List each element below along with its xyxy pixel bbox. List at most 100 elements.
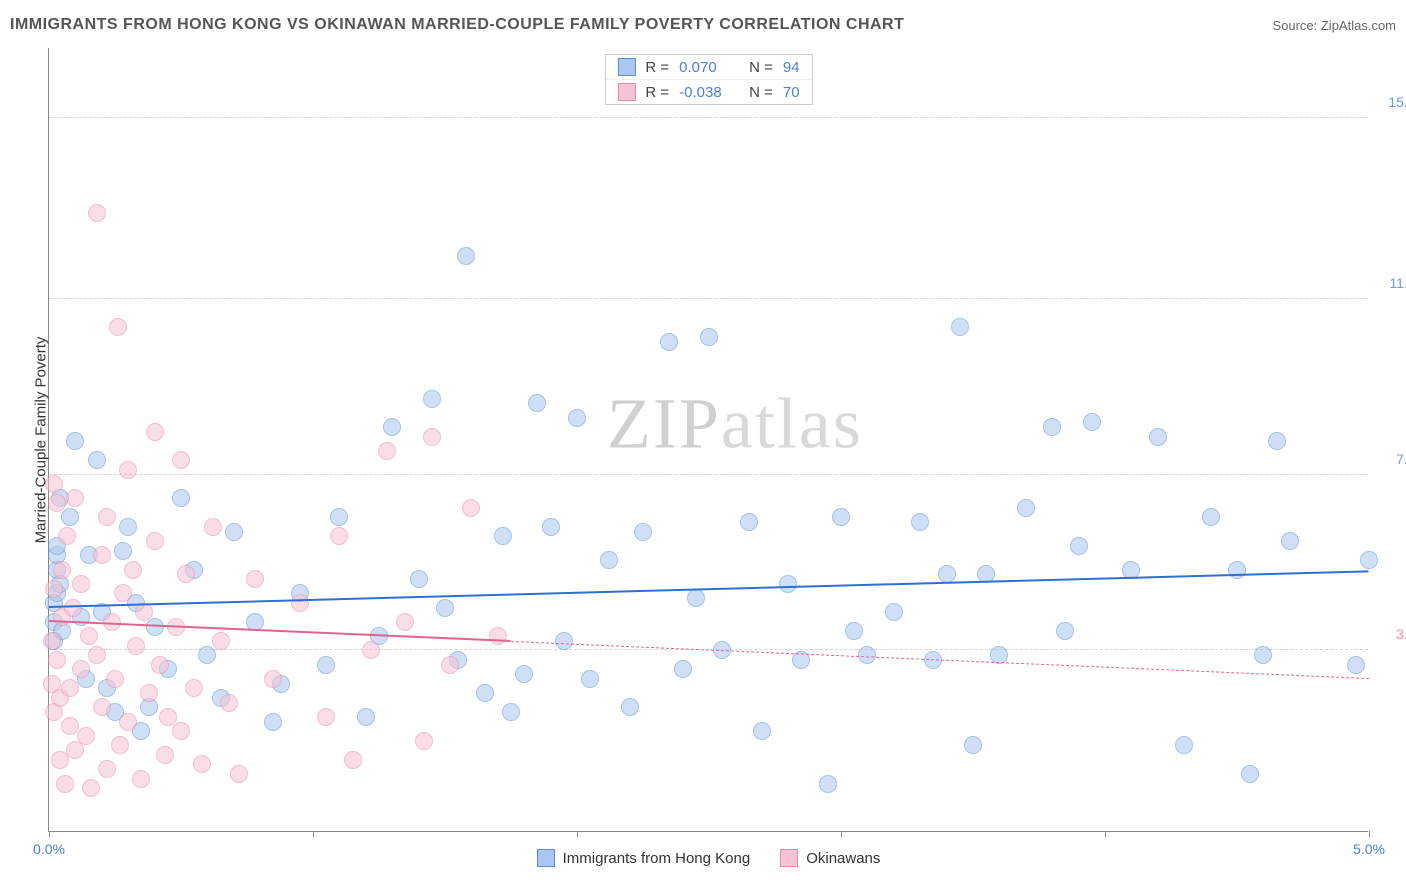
data-point-hk	[885, 603, 903, 621]
chart-title: IMMIGRANTS FROM HONG KONG VS OKINAWAN MA…	[10, 16, 904, 34]
data-point-hk	[600, 551, 618, 569]
r-value: 0.070	[679, 59, 739, 76]
data-point-ok	[378, 442, 396, 460]
y-tick-label: 7.5%	[1373, 451, 1406, 467]
gridline	[49, 298, 1368, 299]
data-point-hk	[317, 656, 335, 674]
title-bar: IMMIGRANTS FROM HONG KONG VS OKINAWAN MA…	[10, 14, 1396, 36]
data-point-ok	[193, 755, 211, 773]
gridline	[49, 117, 1368, 118]
series-legend: Immigrants from Hong Kong Okinawans	[49, 849, 1368, 867]
data-point-hk	[555, 632, 573, 650]
data-point-hk	[1043, 418, 1061, 436]
data-point-hk	[674, 660, 692, 678]
data-point-hk	[88, 451, 106, 469]
data-point-ok	[204, 518, 222, 536]
data-point-ok	[106, 670, 124, 688]
data-point-ok	[109, 318, 127, 336]
legend-swatch	[537, 849, 555, 867]
legend-label: Immigrants from Hong Kong	[563, 850, 751, 867]
legend-item: Immigrants from Hong Kong	[537, 849, 751, 867]
data-point-ok	[317, 708, 335, 726]
data-point-hk	[951, 318, 969, 336]
data-point-hk	[1202, 508, 1220, 526]
data-point-ok	[230, 765, 248, 783]
y-axis-label: Married-Couple Family Poverty	[33, 336, 50, 543]
data-point-ok	[127, 637, 145, 655]
r-value: -0.038	[679, 84, 739, 101]
n-value: 70	[783, 84, 800, 101]
data-point-ok	[212, 632, 230, 650]
data-point-hk	[330, 508, 348, 526]
data-point-ok	[146, 423, 164, 441]
data-point-ok	[119, 713, 137, 731]
data-point-hk	[964, 736, 982, 754]
data-point-hk	[494, 527, 512, 545]
data-point-ok	[185, 679, 203, 697]
y-tick-label: 15.0%	[1373, 94, 1406, 110]
data-point-hk	[1149, 428, 1167, 446]
data-point-ok	[80, 627, 98, 645]
data-point-hk	[1070, 537, 1088, 555]
data-point-hk	[172, 489, 190, 507]
y-tick-label: 11.2%	[1373, 275, 1406, 291]
data-point-ok	[93, 546, 111, 564]
x-tick	[49, 831, 50, 837]
n-label: N =	[749, 84, 773, 101]
gridline	[49, 474, 1368, 475]
data-point-ok	[51, 751, 69, 769]
data-point-hk	[1083, 413, 1101, 431]
data-point-hk	[687, 589, 705, 607]
legend-row-hk: R =0.070N =94	[605, 55, 811, 79]
data-point-ok	[72, 575, 90, 593]
data-point-ok	[48, 494, 66, 512]
data-point-hk	[911, 513, 929, 531]
data-point-hk	[225, 523, 243, 541]
data-point-hk	[753, 722, 771, 740]
data-point-ok	[77, 727, 95, 745]
data-point-ok	[88, 204, 106, 222]
y-tick-label: 3.8%	[1373, 626, 1406, 642]
data-point-ok	[45, 475, 63, 493]
data-point-hk	[621, 698, 639, 716]
data-point-ok	[264, 670, 282, 688]
data-point-hk	[502, 703, 520, 721]
data-point-ok	[151, 656, 169, 674]
legend-row-ok: R =-0.038N =70	[605, 79, 811, 104]
n-value: 94	[783, 59, 800, 76]
data-point-ok	[93, 698, 111, 716]
legend-label: Okinawans	[806, 850, 880, 867]
data-point-ok	[119, 461, 137, 479]
data-point-ok	[82, 779, 100, 797]
data-point-ok	[111, 736, 129, 754]
data-point-hk	[779, 575, 797, 593]
data-point-ok	[66, 489, 84, 507]
data-point-ok	[362, 641, 380, 659]
data-point-hk	[1056, 622, 1074, 640]
data-point-hk	[660, 333, 678, 351]
data-point-ok	[43, 632, 61, 650]
data-point-ok	[124, 561, 142, 579]
data-point-ok	[88, 646, 106, 664]
data-point-ok	[330, 527, 348, 545]
source-label: Source: ZipAtlas.com	[1272, 18, 1396, 33]
data-point-hk	[1175, 736, 1193, 754]
data-point-ok	[64, 599, 82, 617]
data-point-hk	[1360, 551, 1378, 569]
data-point-ok	[177, 565, 195, 583]
data-point-hk	[423, 390, 441, 408]
x-tick	[841, 831, 842, 837]
data-point-hk	[457, 247, 475, 265]
trend-line	[511, 641, 1369, 679]
data-point-hk	[542, 518, 560, 536]
data-point-hk	[568, 409, 586, 427]
x-tick	[577, 831, 578, 837]
data-point-hk	[581, 670, 599, 688]
data-point-ok	[415, 732, 433, 750]
data-point-hk	[740, 513, 758, 531]
data-point-hk	[119, 518, 137, 536]
data-point-hk	[845, 622, 863, 640]
data-point-hk	[357, 708, 375, 726]
data-point-ok	[172, 451, 190, 469]
data-point-hk	[198, 646, 216, 664]
